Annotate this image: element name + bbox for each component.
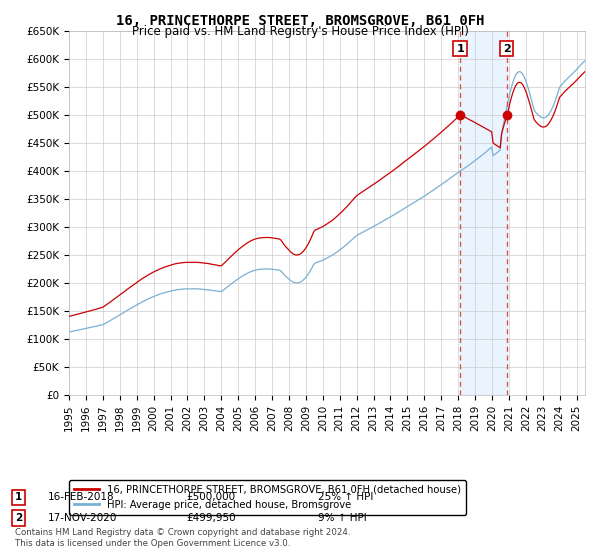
Text: 25% ↑ HPI: 25% ↑ HPI — [318, 492, 373, 502]
Text: Price paid vs. HM Land Registry's House Price Index (HPI): Price paid vs. HM Land Registry's House … — [131, 25, 469, 38]
Bar — [460, 31, 507, 395]
Text: 16, PRINCETHORPE STREET, BROMSGROVE, B61 0FH: 16, PRINCETHORPE STREET, BROMSGROVE, B61… — [116, 14, 484, 28]
Text: 2: 2 — [15, 513, 22, 523]
Text: 17-NOV-2020: 17-NOV-2020 — [48, 513, 118, 523]
Text: 16-FEB-2018: 16-FEB-2018 — [48, 492, 115, 502]
Text: 1: 1 — [456, 44, 464, 54]
Text: Contains HM Land Registry data © Crown copyright and database right 2024.
This d: Contains HM Land Registry data © Crown c… — [15, 528, 350, 548]
Text: £500,000: £500,000 — [186, 492, 235, 502]
Text: 1: 1 — [15, 492, 22, 502]
Text: 2: 2 — [503, 44, 511, 54]
Legend: 16, PRINCETHORPE STREET, BROMSGROVE, B61 0FH (detached house), HPI: Average pric: 16, PRINCETHORPE STREET, BROMSGROVE, B61… — [69, 480, 466, 515]
Text: 9% ↑ HPI: 9% ↑ HPI — [318, 513, 367, 523]
Text: £499,950: £499,950 — [186, 513, 236, 523]
